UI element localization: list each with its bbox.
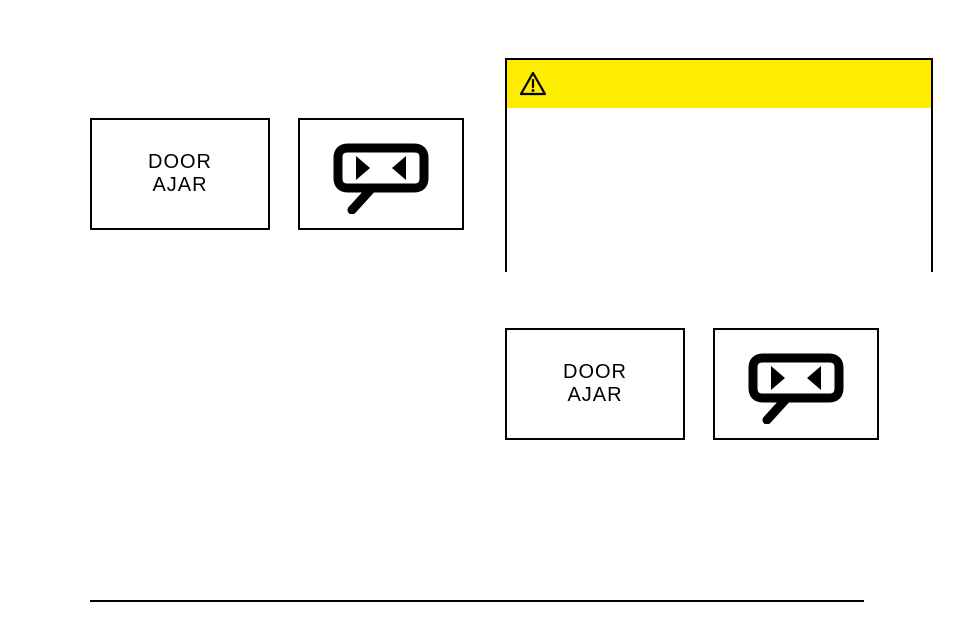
door-ajar-label-bottom: DOOR AJAR [563,361,627,407]
door-ajar-line2-bottom: AJAR [567,384,622,406]
door-ajar-line1-bottom: DOOR [563,361,627,383]
warning-triangle-icon [519,70,547,98]
door-ajar-icon [326,134,436,214]
door-ajar-line2-top: AJAR [152,174,207,196]
door-ajar-line1-top: DOOR [148,151,212,173]
caution-panel [505,58,933,272]
door-ajar-icon-box-bottom [713,328,879,440]
door-ajar-text-box-bottom: DOOR AJAR [505,328,685,440]
door-ajar-icon-box-top [298,118,464,230]
door-ajar-label-top: DOOR AJAR [148,151,212,197]
door-ajar-icon [741,344,851,424]
door-ajar-text-box-top: DOOR AJAR [90,118,270,230]
caution-header [507,60,931,108]
page-divider [90,600,864,602]
caution-body [507,108,931,272]
